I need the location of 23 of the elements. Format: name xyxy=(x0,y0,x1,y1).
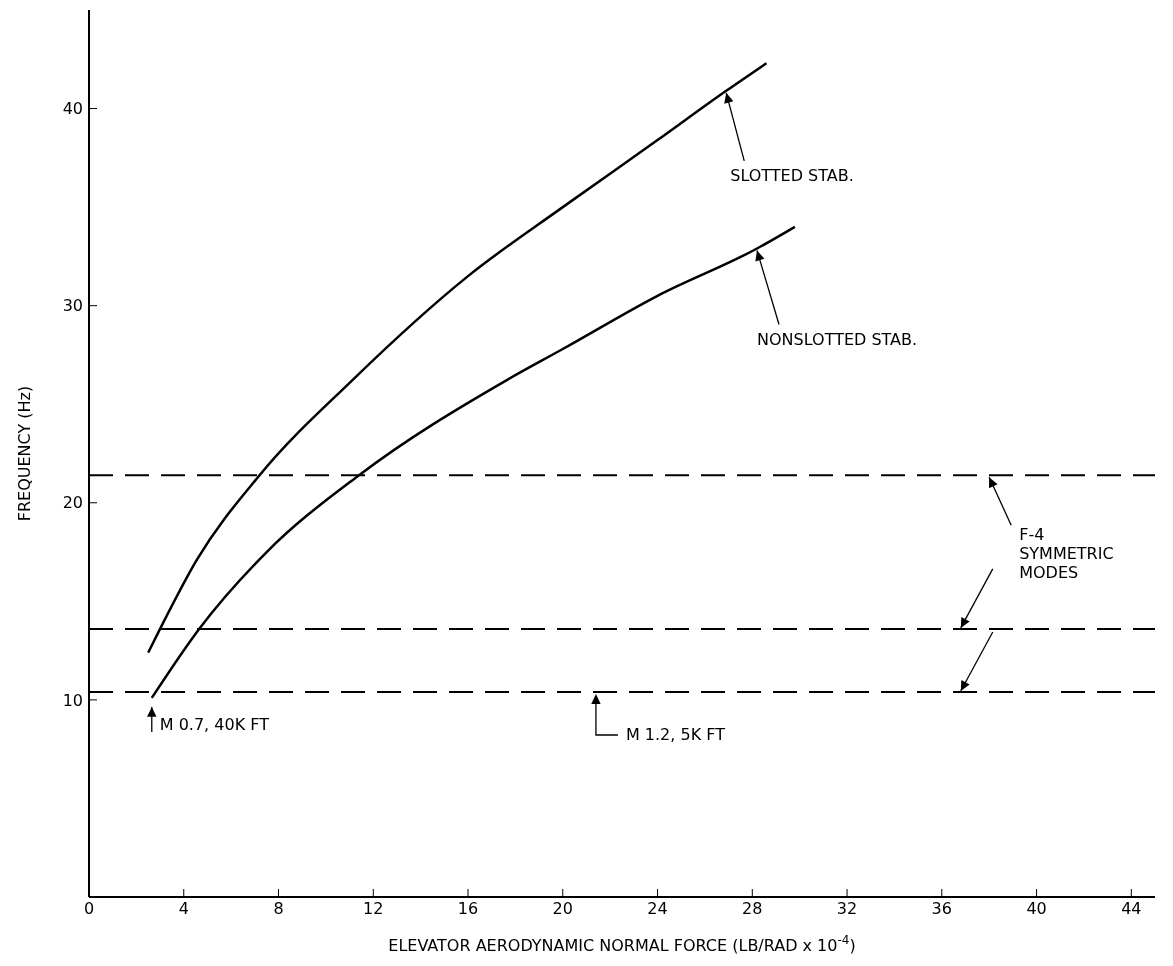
y-tick-label: 10 xyxy=(62,690,83,710)
x-tick-label: 24 xyxy=(647,899,668,919)
x-tick-label: 16 xyxy=(457,899,479,919)
annotation: F-4 SYMMETRIC MODES xyxy=(1019,525,1114,583)
y-axis-title: FREQUENCY (Hz) xyxy=(15,385,34,522)
annotation: M 1.2, 5K FT xyxy=(625,725,726,744)
x-tick-label: 4 xyxy=(178,899,189,919)
annotation: M 0.7, 40K FT xyxy=(159,714,270,734)
annotation: SLOTTED STAB. xyxy=(730,165,854,185)
annotation: NONSLOTTED STAB. xyxy=(757,329,918,349)
x-tick-label: 40 xyxy=(1026,899,1047,919)
x-tick-label: 8 xyxy=(273,899,284,919)
x-tick-label: 12 xyxy=(363,899,384,919)
y-tick-label: 40 xyxy=(62,99,83,119)
y-tick-label: 20 xyxy=(62,493,83,513)
x-tick-label: 28 xyxy=(742,899,763,919)
y-tick-label: 30 xyxy=(62,296,83,316)
x-tick-label: 0 xyxy=(83,899,95,919)
x-tick-label: 32 xyxy=(836,899,858,919)
x-tick-label: 36 xyxy=(931,899,952,919)
x-tick-label: 20 xyxy=(552,899,573,919)
x-axis-title: ELEVATOR AERODYNAMIC NORMAL FORCE (LB/RAD x 10$^{-4}$) xyxy=(388,933,856,955)
x-tick-label: 44 xyxy=(1121,899,1142,919)
